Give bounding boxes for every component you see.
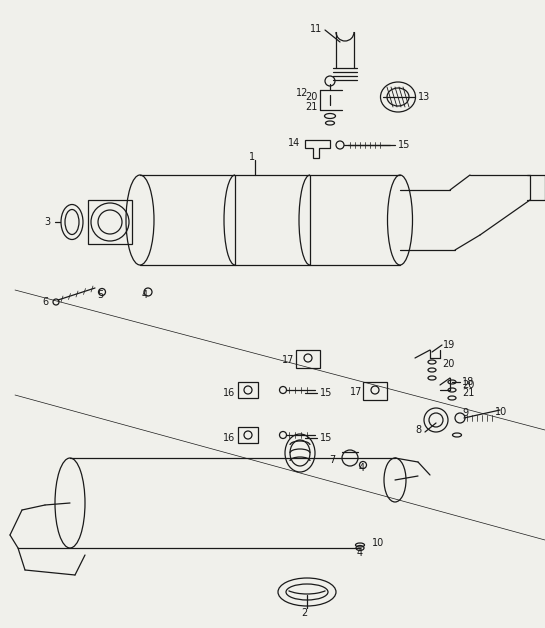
Text: 21: 21 <box>306 102 318 112</box>
Text: 5: 5 <box>97 290 103 300</box>
Text: 10: 10 <box>495 407 507 417</box>
Text: 17: 17 <box>350 387 362 397</box>
Bar <box>88 200 132 244</box>
Text: 15: 15 <box>320 433 332 443</box>
Text: 4: 4 <box>359 463 365 473</box>
Text: 16: 16 <box>223 388 235 398</box>
Bar <box>238 382 258 398</box>
Text: 20: 20 <box>462 380 474 390</box>
Bar <box>296 350 320 368</box>
Text: 18: 18 <box>462 377 474 387</box>
Text: 2: 2 <box>301 608 307 618</box>
Text: 13: 13 <box>418 92 430 102</box>
Text: 4: 4 <box>357 548 363 558</box>
Text: 14: 14 <box>288 138 300 148</box>
Text: 12: 12 <box>295 88 308 98</box>
Text: 4: 4 <box>142 290 148 300</box>
Bar <box>363 382 387 400</box>
Text: 15: 15 <box>320 388 332 398</box>
Text: 8: 8 <box>416 425 422 435</box>
Text: 10: 10 <box>372 538 384 548</box>
Text: 3: 3 <box>44 217 50 227</box>
Text: 7: 7 <box>329 455 335 465</box>
Text: 1: 1 <box>249 152 255 162</box>
Text: 20: 20 <box>442 359 455 369</box>
Text: 15: 15 <box>398 140 410 150</box>
Text: 11: 11 <box>310 24 322 34</box>
Text: 9: 9 <box>462 408 468 418</box>
Text: 19: 19 <box>443 340 455 350</box>
Text: 6: 6 <box>42 297 48 307</box>
Text: 17: 17 <box>282 355 294 365</box>
Text: 20: 20 <box>306 92 318 102</box>
Bar <box>238 427 258 443</box>
Text: 21: 21 <box>462 388 474 398</box>
Text: 16: 16 <box>223 433 235 443</box>
